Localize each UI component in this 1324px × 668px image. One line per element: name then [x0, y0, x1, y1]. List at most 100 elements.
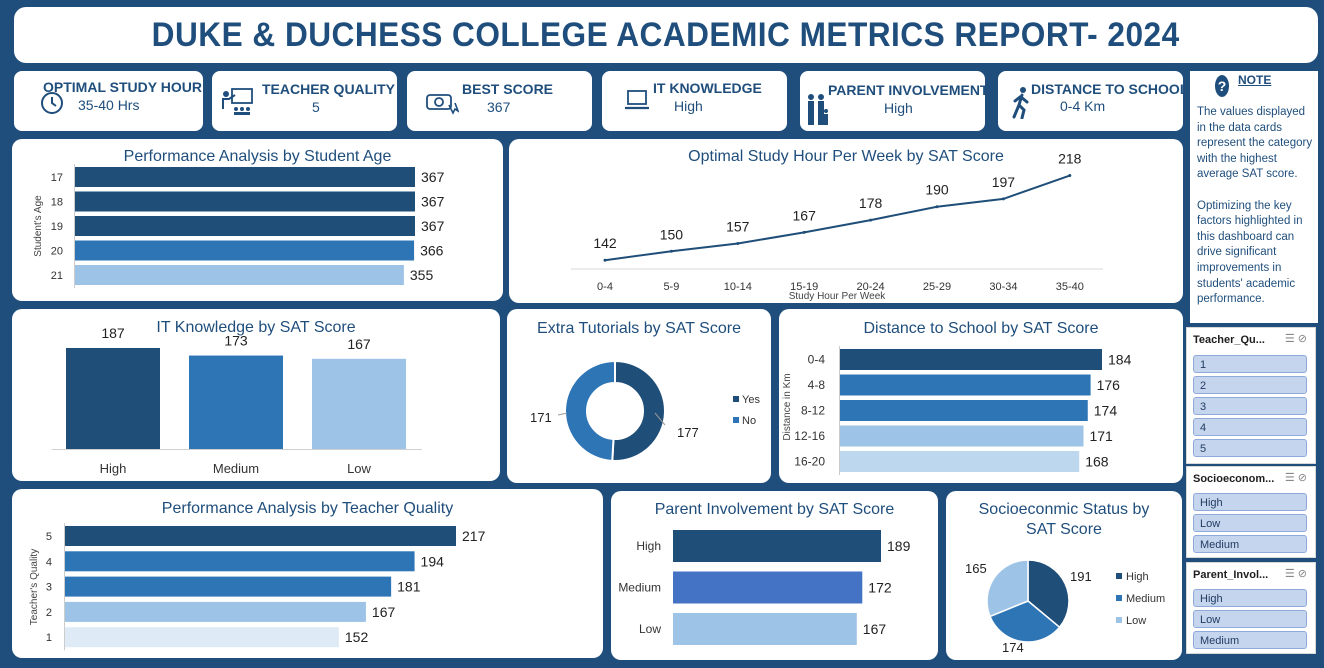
distance-chart: 184 0-4 176 4-8 174 8-12 171 12-16 168 16-20 Dista… [782, 346, 1132, 475]
donut-slice [611, 359, 666, 462]
bar [312, 358, 406, 449]
tutorial-chart: 177 171 Yes No [530, 359, 760, 462]
clear-filter-icon[interactable]: ⊘ [1297, 333, 1307, 345]
card-it-knowledge: IT KNOWLEDGE High [602, 71, 787, 131]
slicer-item[interactable]: Low [1193, 514, 1307, 532]
data-point [736, 241, 740, 245]
card-value: High [884, 100, 913, 116]
data-label: 168 [1085, 454, 1109, 470]
slicer-item[interactable]: Medium [1193, 631, 1307, 649]
legend-swatch [1116, 617, 1122, 623]
title-banner: DUKE & DUCHESS COLLEGE ACADEMIC METRICS … [14, 7, 1318, 63]
multi-select-icon[interactable]: ☰ [1284, 333, 1295, 345]
chart-title: Performance Analysis by Student Age [123, 148, 392, 165]
card-teacher-quality: TEACHER QUALITY 5 [212, 71, 397, 131]
clear-filter-icon[interactable]: ⊘ [1297, 472, 1307, 484]
slicer-item[interactable]: High [1193, 589, 1307, 607]
tick-label: 17 [51, 172, 63, 184]
slicer-item[interactable]: 4 [1193, 418, 1307, 436]
tick-label: 0-4 [597, 281, 613, 293]
pie-slice [989, 600, 1061, 643]
card-label: DISTANCE TO SCHOOL [1031, 81, 1189, 97]
data-label: 165 [965, 561, 987, 576]
data-label: 218 [1058, 151, 1082, 167]
slicer-header: Teacher_Qu... [1193, 334, 1265, 346]
tick-label: 2 [46, 607, 52, 619]
card-parent-involvement: PARENT INVOLVEMENT High [800, 71, 989, 131]
tick-label: 5 [46, 531, 52, 543]
card-label: BEST SCORE [462, 81, 554, 97]
data-point [603, 258, 607, 262]
teacher-chart: 217 5 194 4 181 3 167 2 152 1 Teacher's Quality [29, 523, 486, 651]
bar [189, 355, 283, 449]
bar [673, 613, 857, 645]
data-label: 367 [421, 194, 445, 210]
data-point [935, 205, 939, 209]
tick-label: Low [347, 461, 371, 476]
bar [673, 530, 881, 562]
axis-label: Teacher's Quality [29, 549, 40, 625]
panel-it: IT Knowledge by SAT Score 187 High 173 Medi… [12, 309, 500, 481]
bar [840, 374, 1091, 396]
clock-icon [41, 92, 63, 114]
series-line [604, 174, 1071, 262]
legend-label: Medium [1126, 593, 1165, 605]
legend-swatch [733, 396, 739, 402]
panel-teacher: Performance Analysis by Teacher Quality … [12, 489, 603, 658]
laptop-icon [625, 90, 649, 110]
data-label: 355 [410, 267, 434, 283]
tick-label: 18 [51, 197, 63, 209]
tick-label: 4-8 [808, 378, 826, 392]
axis-label: Distance in Km [782, 373, 793, 440]
multi-select-icon[interactable]: ☰ [1284, 472, 1295, 484]
tick-label: 4 [46, 556, 52, 568]
slicer-controls: ☰ ⊘ [1285, 567, 1307, 580]
data-label: 367 [421, 169, 445, 185]
note-title: NOTE [1238, 73, 1272, 87]
clear-filter-icon[interactable]: ⊘ [1297, 568, 1307, 580]
panel-study: Optimal Study Hour Per Week by SAT Score… [509, 139, 1183, 303]
data-label: 171 [530, 410, 552, 425]
slicer-teacher-quality: Teacher_Qu... ☰ ⊘ 1 2 3 4 5 [1186, 327, 1316, 464]
slicer-item[interactable]: Medium [1193, 535, 1307, 553]
data-label: 174 [1002, 640, 1024, 655]
card-label: TEACHER QUALITY [262, 81, 395, 97]
data-label: 177 [677, 425, 699, 440]
data-label: 197 [992, 174, 1016, 190]
data-label: 184 [1108, 352, 1132, 368]
legend-label: Low [1126, 615, 1146, 627]
tick-label: 10-14 [724, 281, 752, 293]
slicer-item[interactable]: 2 [1193, 376, 1307, 394]
slicer-item[interactable]: 3 [1193, 397, 1307, 415]
tick-label: 35-40 [1056, 281, 1084, 293]
slicer-item[interactable]: 1 [1193, 355, 1307, 373]
legend-label: No [742, 415, 756, 427]
tick-label: 19 [51, 221, 63, 233]
bar [65, 576, 392, 597]
data-point [1001, 197, 1005, 201]
slicer-item[interactable]: 5 [1193, 439, 1307, 457]
slicer-parent-involvement: Parent_Invol... ☰ ⊘ High Low Medium [1186, 562, 1316, 654]
data-label: 194 [421, 553, 445, 569]
tick-label: 8-12 [801, 404, 825, 418]
legend-label: Yes [742, 394, 760, 406]
socio-chart: 191 174 165 High Medium Low [965, 559, 1165, 655]
slicer-item[interactable]: Low [1193, 610, 1307, 628]
chart-title: Extra Tutorials by SAT Score [537, 320, 741, 337]
data-label: 167 [347, 336, 371, 352]
note-panel: ? NOTE The values displayed in the data … [1190, 71, 1318, 323]
legend-swatch [733, 417, 739, 423]
panel-socio: Socioeconmic Status by SAT Score 191 174 1… [946, 491, 1182, 660]
data-point [869, 218, 873, 222]
slicer-item[interactable]: High [1193, 493, 1307, 511]
parent-chart: 189 High 172 Medium 167 Low [618, 530, 911, 645]
data-label: 172 [868, 580, 892, 596]
data-label: 167 [863, 621, 887, 637]
card-label: IT KNOWLEDGE [653, 80, 762, 96]
bar [840, 425, 1084, 447]
legend-swatch [1116, 573, 1122, 579]
bar [65, 551, 415, 572]
pie-slice [986, 559, 1029, 618]
info-icon: ? [1215, 75, 1229, 97]
multi-select-icon[interactable]: ☰ [1284, 568, 1295, 580]
